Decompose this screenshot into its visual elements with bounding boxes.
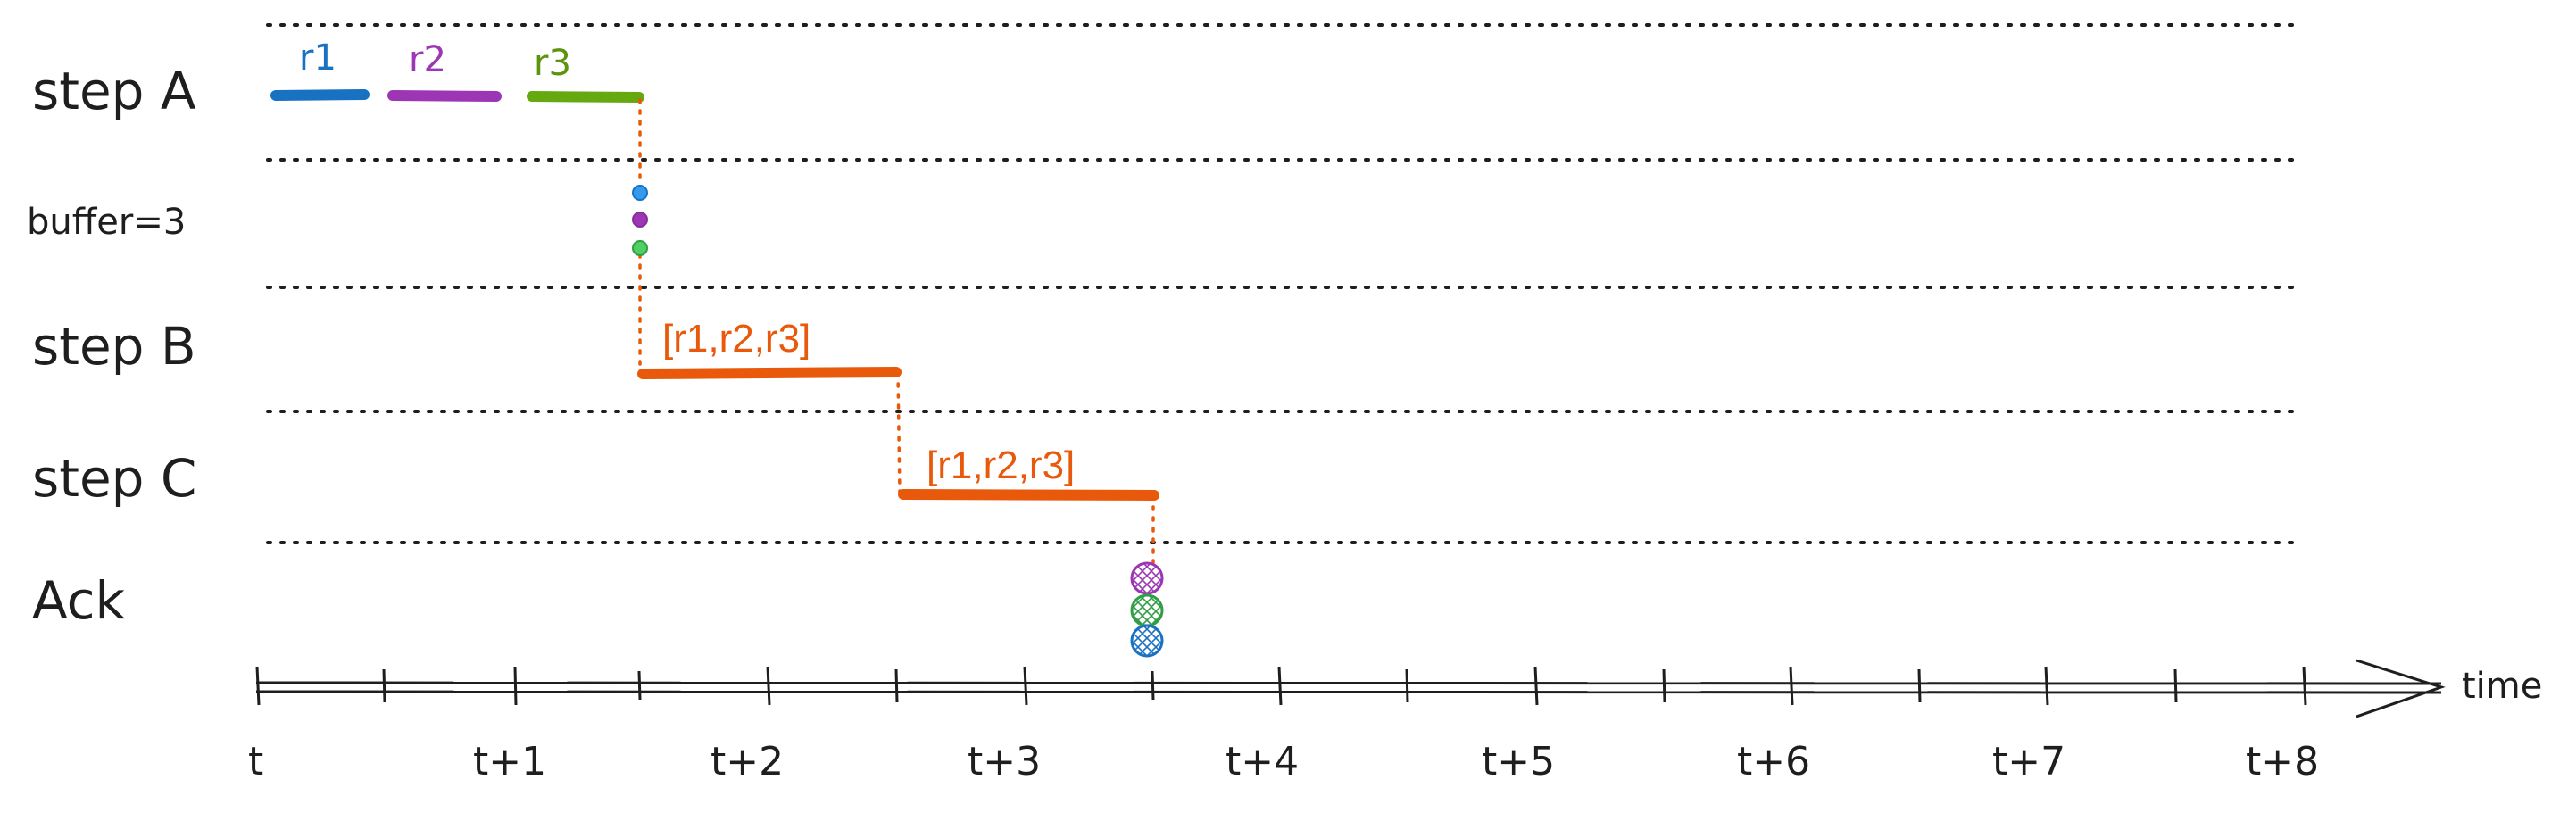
row-label-buffer: buffer=3 xyxy=(27,202,186,243)
time-axis-line xyxy=(255,681,2442,685)
axis-tick-label: t+4 xyxy=(1226,739,1299,784)
axis-tick xyxy=(1662,668,1666,703)
axis-tick xyxy=(513,666,518,706)
buffered-request-r3 xyxy=(632,240,648,256)
axis-tick xyxy=(382,668,386,703)
axis-tick-label: t+3 xyxy=(968,739,1041,784)
request-label-r3: r3 xyxy=(534,43,571,84)
axis-tick-label: t+1 xyxy=(473,739,546,784)
row-label-ack: Ack xyxy=(32,570,126,631)
ack-marker-r2 xyxy=(1130,561,1164,595)
batch-label-step-c: [r1,r2,r3] xyxy=(927,444,1075,487)
axis-tick-label: t+2 xyxy=(710,739,784,784)
axis-tick xyxy=(2173,668,2178,703)
step-a-requests: r1 r2 r3 xyxy=(270,37,644,103)
axis-tick-label: t xyxy=(248,739,263,784)
axis-tick xyxy=(894,668,899,703)
batch-bar-step-c xyxy=(898,489,1159,501)
row-label-step-a: step A xyxy=(32,61,196,121)
buffered-request-r1 xyxy=(632,185,648,201)
axis-tick xyxy=(1533,666,1539,706)
axis-tick xyxy=(1789,666,1794,706)
axis-tick xyxy=(1917,668,1922,703)
ack-marker-r3 xyxy=(1130,593,1164,627)
row-separators xyxy=(266,23,2305,544)
request-label-r1: r1 xyxy=(299,37,337,79)
time-axis-arrowhead xyxy=(2356,659,2446,718)
step-c-batch: [r1,r2,r3] xyxy=(898,444,1159,501)
axis-tick xyxy=(766,666,771,706)
request-label-r2: r2 xyxy=(409,39,446,80)
axis-tick xyxy=(255,666,261,706)
axis-tick-label: t+6 xyxy=(1737,739,1810,784)
axis-tick xyxy=(1405,668,1409,703)
time-axis-label: time xyxy=(2462,666,2542,707)
buffer-queue xyxy=(632,185,648,256)
row-label-step-b: step B xyxy=(32,316,196,377)
time-axis: time xyxy=(255,659,2542,718)
axis-tick-label: t+7 xyxy=(1992,739,2065,784)
ack-marker-r1 xyxy=(1130,624,1164,658)
step-b-batch: [r1,r2,r3] xyxy=(637,317,902,379)
axis-tick-label: t+8 xyxy=(2246,739,2319,784)
flow-connectors xyxy=(638,98,1155,564)
buffered-request-r2 xyxy=(632,212,648,228)
connector-b-to-c xyxy=(896,371,902,496)
request-bar-r3 xyxy=(527,91,644,103)
axis-tick xyxy=(2302,666,2307,706)
time-axis-line xyxy=(255,690,2442,694)
row-label-step-c: step C xyxy=(32,448,196,509)
axis-tick xyxy=(1151,670,1155,701)
axis-tick xyxy=(1277,666,1283,706)
request-bar-r2 xyxy=(387,90,502,102)
row-labels: step A buffer=3 step B step C Ack xyxy=(27,61,196,631)
batch-label-step-b: [r1,r2,r3] xyxy=(662,317,810,361)
ack-markers xyxy=(1130,561,1164,658)
axis-tick xyxy=(637,670,642,701)
axis-tick-label: t+5 xyxy=(1482,739,1555,784)
axis-tick xyxy=(2044,666,2049,706)
axis-tick xyxy=(1023,666,1028,706)
batch-bar-step-b xyxy=(637,367,902,379)
axis-tick-labels: t t+1 t+2 t+3 t+4 t+5 t+6 t+7 t+8 xyxy=(248,739,2319,784)
